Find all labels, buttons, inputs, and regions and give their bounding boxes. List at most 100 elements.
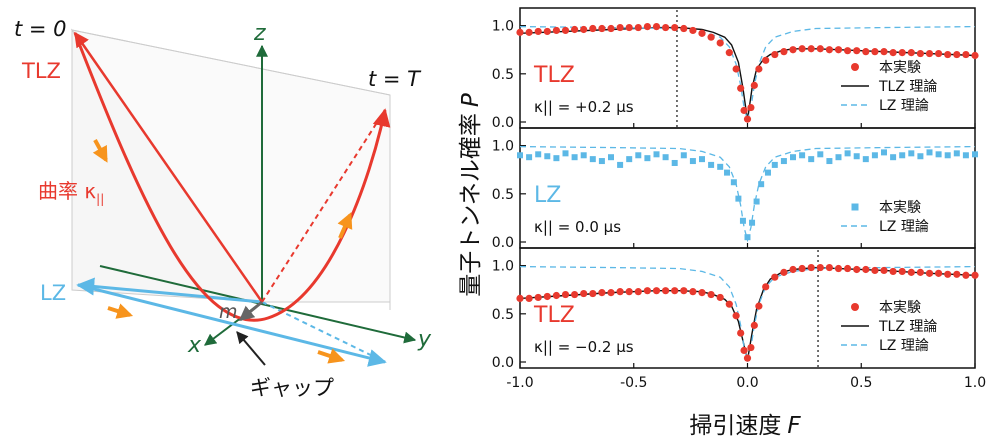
- y-axis-label: y: [417, 327, 432, 352]
- legend-text: 本実験: [879, 300, 921, 316]
- x-axis-title: 掃引速度 F: [689, 413, 801, 439]
- data-point: [834, 46, 843, 54]
- data-point: [571, 154, 578, 161]
- data-point: [844, 47, 852, 55]
- y-tick-label: 1.0: [492, 139, 514, 155]
- data-point: [708, 161, 715, 168]
- data-point: [724, 169, 731, 176]
- data-point: [881, 149, 887, 156]
- data-point: [716, 293, 724, 302]
- data-point: [707, 290, 715, 299]
- data-point: [740, 106, 748, 115]
- data-point: [935, 269, 943, 277]
- x-tick-label: 0.0: [736, 375, 758, 391]
- x-tick-label: -1.0: [506, 375, 533, 391]
- data-point: [834, 264, 843, 273]
- data-point: [616, 23, 624, 32]
- data-point: [671, 287, 679, 295]
- data-point: [689, 158, 696, 165]
- data-point: [739, 217, 746, 224]
- data-point: [608, 154, 614, 161]
- tT-label: t = T: [368, 67, 422, 91]
- data-point: [762, 283, 770, 291]
- data-point: [732, 312, 740, 320]
- data-point: [716, 39, 724, 47]
- data-point: [732, 65, 740, 73]
- data-point: [780, 48, 788, 56]
- tlz-start-vector: [73, 31, 264, 303]
- tlz-diagram-label: TLZ: [21, 59, 61, 83]
- data-point: [589, 24, 597, 33]
- data-point: [698, 289, 706, 297]
- data-point: [807, 45, 815, 53]
- data-point: [899, 152, 906, 159]
- data-point: [643, 287, 652, 295]
- data-point: [598, 289, 606, 297]
- flow-arrow-2: [337, 212, 353, 239]
- data-point: [862, 265, 870, 274]
- data-point: [580, 289, 588, 298]
- data-point: [789, 46, 797, 54]
- data-point: [735, 195, 742, 202]
- data-point: [552, 26, 561, 35]
- data-point: [853, 153, 860, 160]
- m-label: m: [219, 301, 238, 323]
- data-point: [580, 152, 587, 159]
- data-point: [635, 152, 642, 159]
- data-point: [725, 300, 733, 308]
- y-tick-label: 1.0: [492, 19, 514, 35]
- y-tick-label: 0.5: [492, 307, 514, 323]
- data-point: [944, 152, 951, 159]
- data-point: [871, 266, 879, 275]
- data-point: [737, 84, 745, 92]
- data-point: [750, 81, 758, 89]
- gap-pointer: [236, 331, 266, 366]
- data-point: [853, 47, 861, 55]
- data-point: [689, 288, 697, 296]
- data-point: [617, 161, 624, 168]
- data-point: [740, 346, 748, 355]
- data-point: [789, 265, 797, 274]
- data-point: [871, 152, 878, 159]
- y-tick-label: 0.0: [492, 355, 514, 371]
- data-point: [634, 288, 642, 296]
- data-point: [747, 343, 755, 352]
- kappa-label: κ|| = +0.2 μs: [534, 98, 634, 116]
- data-point: [744, 234, 751, 241]
- data-point: [571, 25, 579, 34]
- data-point: [853, 265, 861, 274]
- data-point: [898, 267, 906, 276]
- curvature-sub: ||: [96, 192, 104, 206]
- x-tick-label: -0.5: [620, 375, 647, 391]
- data-point: [953, 150, 960, 157]
- data-point: [889, 49, 897, 57]
- tlz-end-vector: [261, 109, 386, 303]
- data-point: [652, 287, 661, 295]
- data-point: [543, 27, 551, 36]
- data-point: [907, 268, 915, 276]
- data-point: [534, 27, 542, 36]
- data-point: [755, 302, 763, 310]
- tlz-path: [73, 32, 391, 322]
- chart-panel-3: 0.0 0.5 1.0 -1.0 -0.5 0.0 0.5 1.0 TLZ κ|| = −0.2 …: [492, 247, 986, 391]
- data-point: [808, 156, 815, 163]
- lz-start-vector: [76, 277, 263, 304]
- data-point: [717, 163, 724, 170]
- flow-arrow-3: [107, 303, 134, 319]
- data-point: [944, 50, 952, 59]
- data-point: [962, 152, 969, 159]
- lz-diagram-label: LZ: [40, 281, 66, 305]
- flow-arrow-4: [317, 348, 346, 364]
- data-point: [662, 23, 670, 32]
- data-point: [662, 154, 669, 161]
- data-point: [817, 151, 824, 158]
- legend-marker: [851, 63, 859, 71]
- legend-text: TLZ 理論: [878, 319, 937, 335]
- data-point: [607, 24, 615, 33]
- data-point: [516, 28, 524, 36]
- legend-text: LZ 理論: [879, 338, 929, 354]
- data-point: [534, 293, 542, 302]
- data-point: [626, 156, 633, 163]
- data-point: [525, 294, 533, 302]
- data-point: [580, 25, 588, 34]
